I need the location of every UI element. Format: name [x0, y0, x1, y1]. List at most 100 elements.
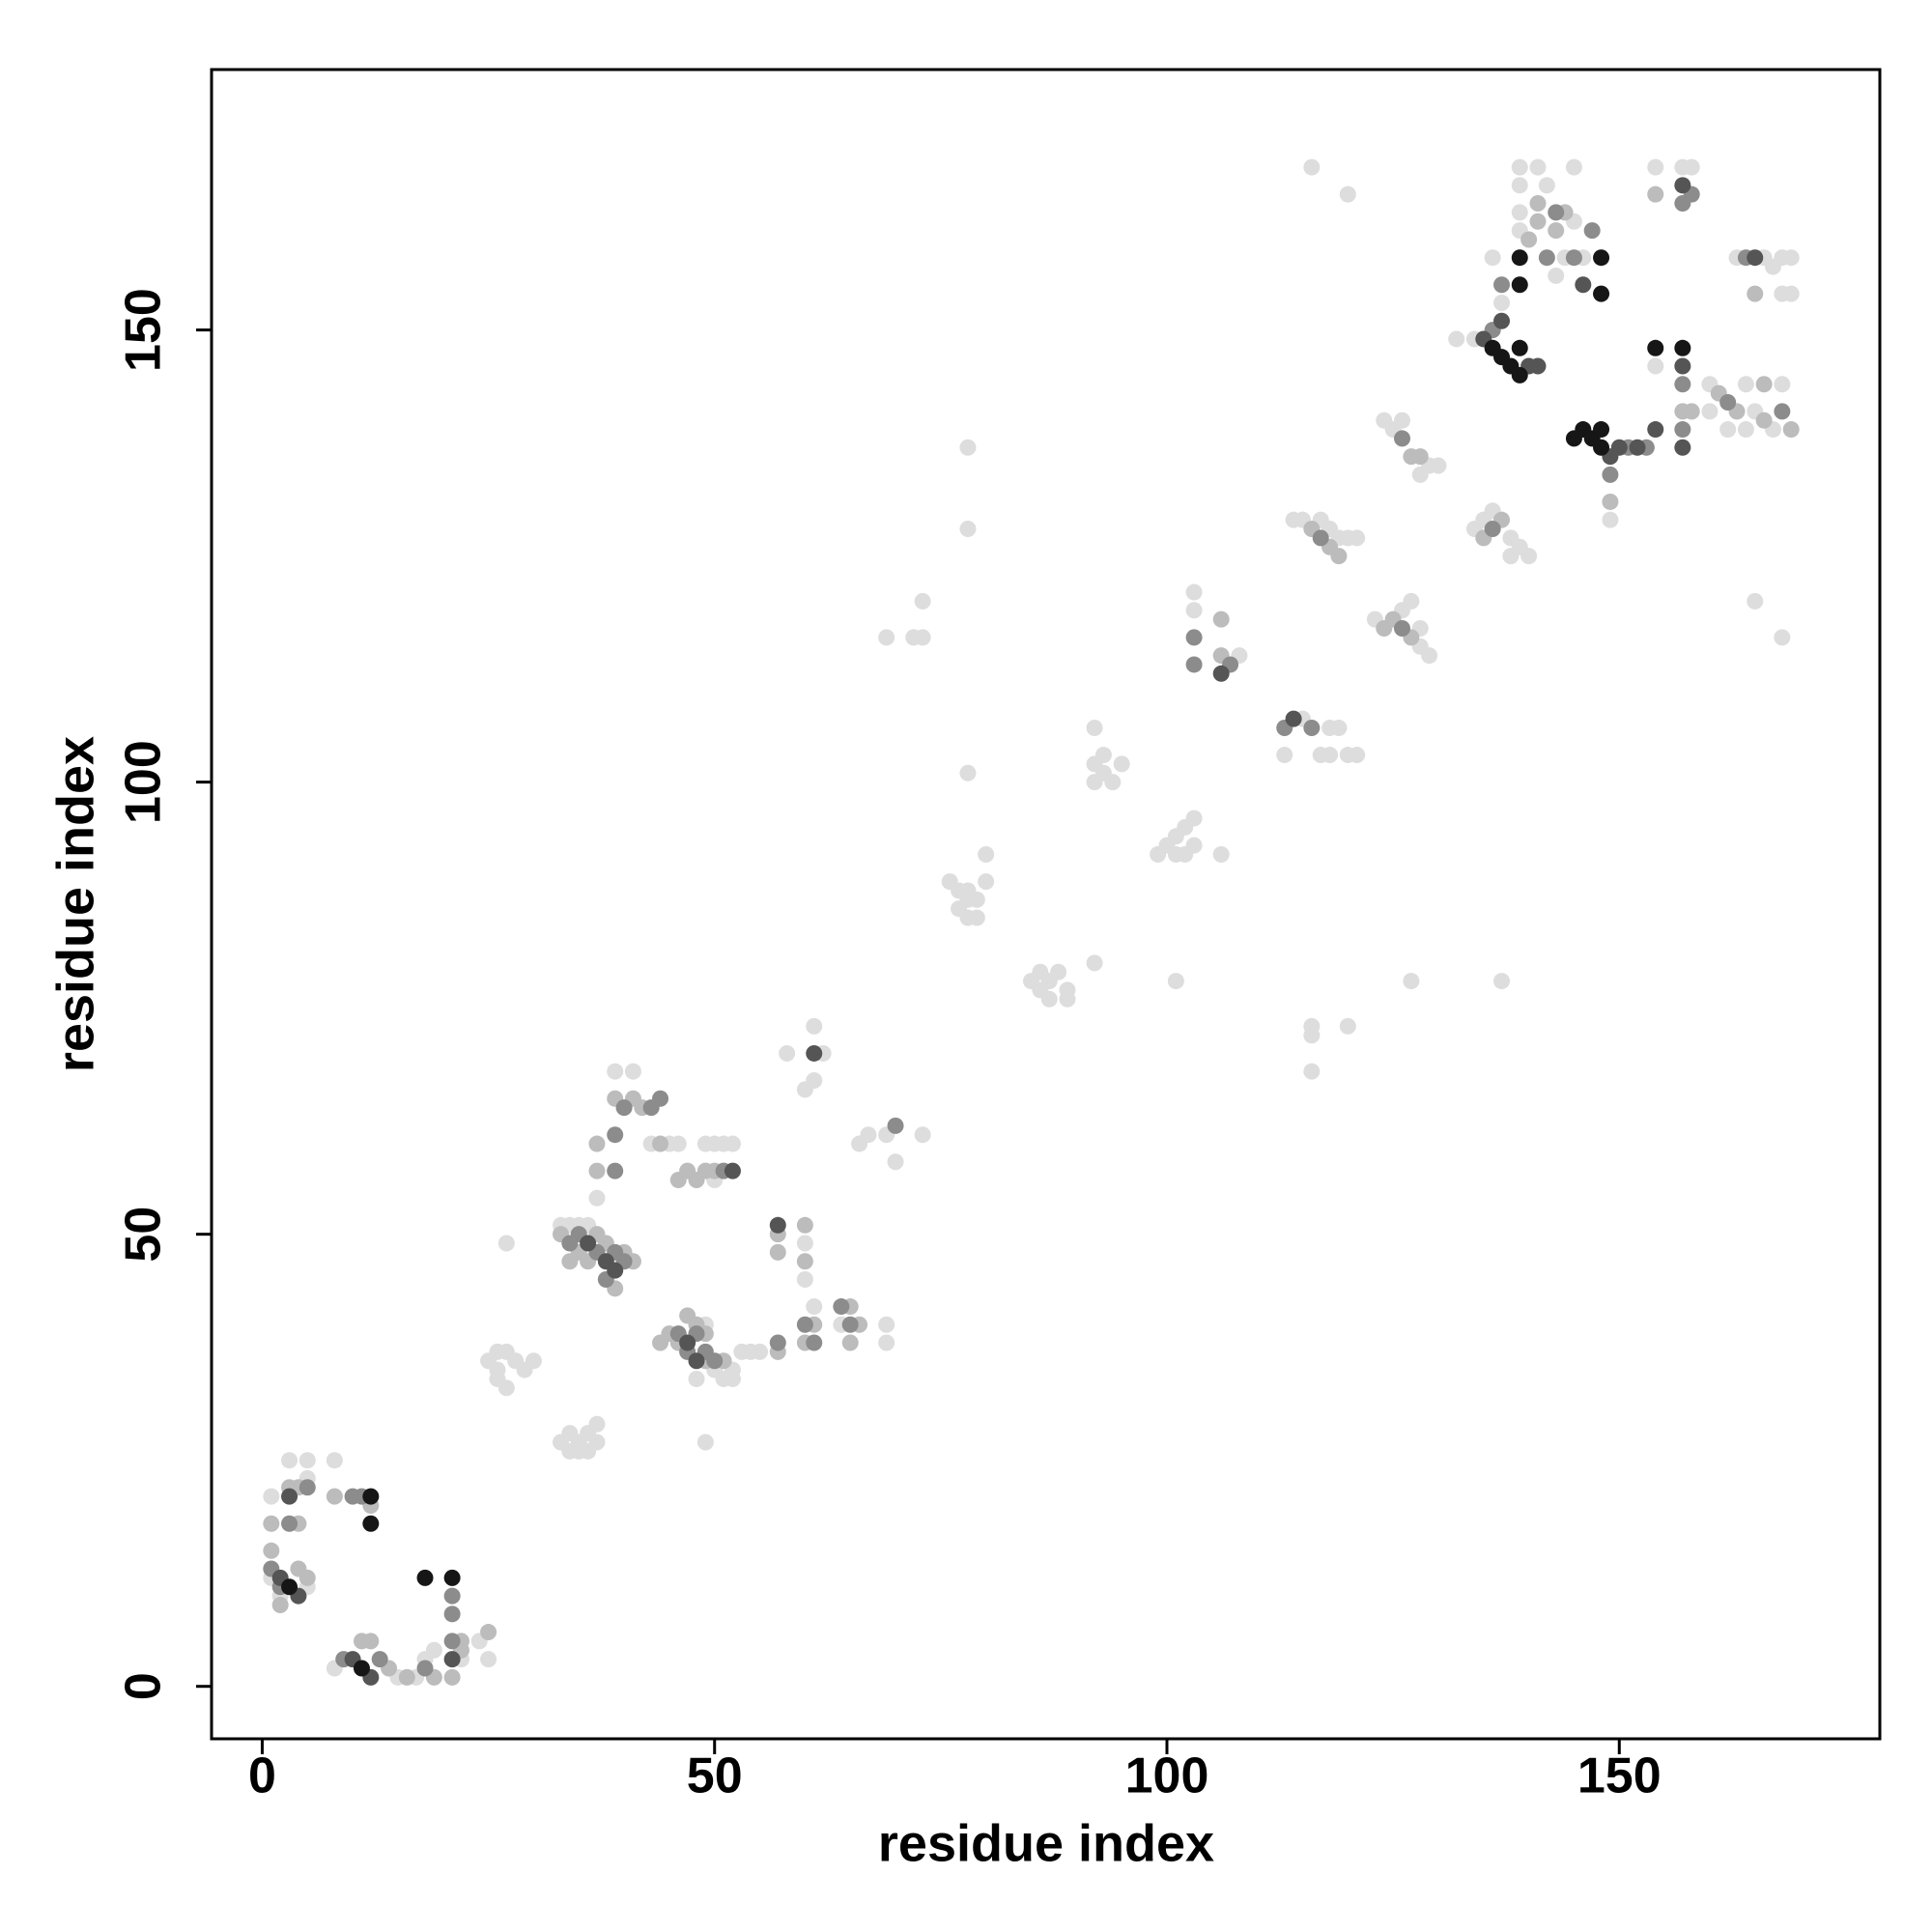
point [489, 1343, 506, 1360]
point [978, 846, 995, 864]
point [806, 1044, 823, 1062]
point [326, 1488, 343, 1505]
point [1548, 267, 1565, 284]
point [1529, 213, 1547, 230]
point [688, 1172, 705, 1189]
point [607, 1162, 624, 1179]
point [1104, 774, 1122, 791]
point [290, 1560, 307, 1577]
point [769, 1243, 786, 1261]
point [1647, 158, 1664, 176]
point [371, 1651, 388, 1668]
point [796, 1216, 813, 1234]
point [1303, 158, 1321, 176]
point [1719, 393, 1737, 411]
point [1674, 376, 1691, 393]
point [669, 1172, 687, 1189]
point [607, 1262, 624, 1279]
point [588, 1434, 606, 1451]
point [607, 1063, 624, 1080]
point [615, 1099, 633, 1117]
point [1167, 973, 1184, 990]
point [878, 1316, 895, 1333]
point [1774, 285, 1791, 302]
point [1430, 457, 1447, 474]
point [1330, 719, 1348, 736]
point [1303, 1063, 1321, 1080]
point [887, 1117, 904, 1134]
point [959, 439, 977, 456]
point [416, 1569, 434, 1586]
point [443, 1651, 461, 1668]
point [1511, 204, 1528, 221]
point [1575, 276, 1592, 294]
point [497, 1235, 515, 1252]
point [298, 1452, 316, 1469]
point [1403, 973, 1420, 990]
point [878, 629, 895, 646]
point [1755, 376, 1773, 393]
point [1094, 747, 1112, 764]
point [914, 592, 931, 610]
point [1647, 185, 1664, 203]
point [1040, 990, 1058, 1008]
point [1493, 973, 1511, 990]
point [1737, 376, 1754, 393]
point [679, 1334, 696, 1351]
point [416, 1660, 434, 1677]
x-tick-label: 0 [248, 1748, 276, 1804]
y-tick-label: 100 [116, 740, 172, 824]
point [480, 1624, 497, 1641]
point [1602, 493, 1619, 510]
x-tick-label: 50 [687, 1748, 743, 1804]
point [1755, 412, 1773, 429]
point [806, 1334, 823, 1351]
point [1774, 403, 1791, 420]
point [1511, 249, 1528, 267]
point [344, 1488, 361, 1505]
point [298, 1479, 316, 1496]
point [1185, 602, 1203, 619]
x-tick-label: 150 [1577, 1748, 1662, 1804]
point [959, 882, 977, 899]
point [1484, 249, 1501, 267]
point [1683, 158, 1700, 176]
point [959, 764, 977, 781]
point [1185, 656, 1203, 673]
point [1339, 1017, 1356, 1035]
point [959, 521, 977, 538]
point [688, 1370, 705, 1387]
y-tick-label: 50 [116, 1207, 172, 1263]
point [796, 1235, 813, 1252]
point [1050, 963, 1067, 980]
point [588, 1162, 606, 1179]
point [1321, 747, 1339, 764]
point [1276, 747, 1293, 764]
point [1511, 366, 1528, 384]
point [1520, 231, 1538, 248]
point [1212, 665, 1230, 682]
point [1683, 403, 1700, 420]
point [1737, 421, 1754, 439]
point [796, 1270, 813, 1288]
point [769, 1216, 786, 1234]
point [1330, 548, 1348, 565]
point [1285, 710, 1302, 727]
point [968, 909, 985, 926]
point [806, 1298, 823, 1316]
point [281, 1488, 298, 1505]
point [580, 1235, 597, 1252]
point [1493, 312, 1511, 329]
point [1493, 276, 1511, 294]
point [1394, 619, 1411, 637]
plot-frame [210, 68, 1882, 1741]
point [588, 1415, 606, 1433]
point [263, 1542, 280, 1559]
point [878, 1334, 895, 1351]
point [588, 1135, 606, 1152]
point [1113, 755, 1130, 773]
point [443, 1605, 461, 1623]
point [833, 1298, 850, 1316]
point [1538, 249, 1555, 267]
y-tick-label: 150 [116, 288, 172, 372]
